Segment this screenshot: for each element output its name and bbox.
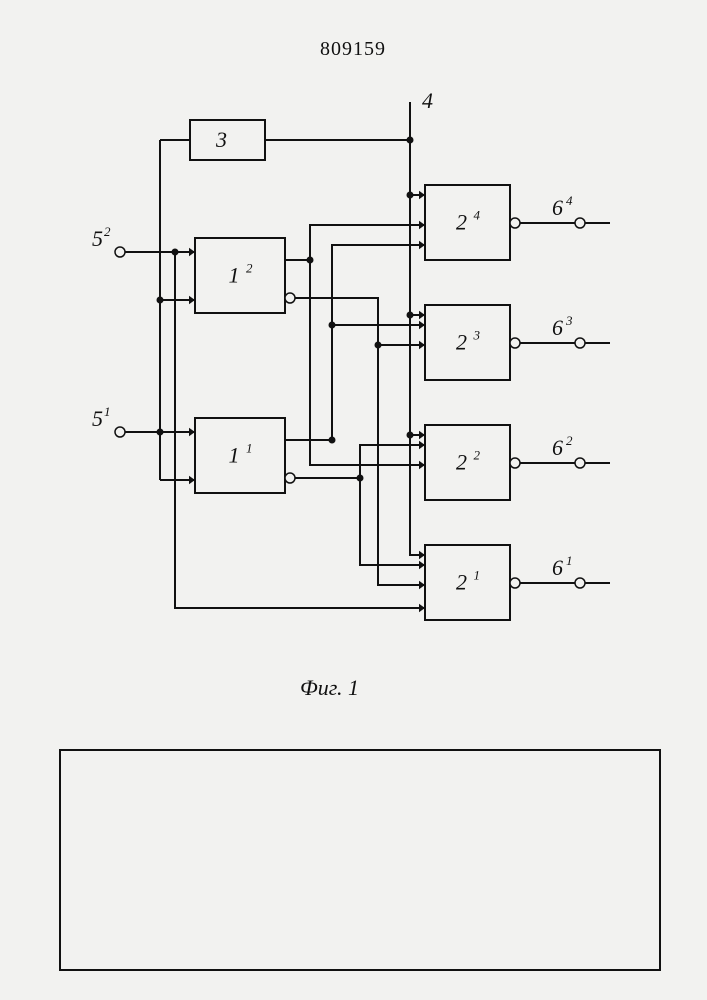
terminals: 5251464636261: [92, 88, 610, 588]
block-b12: [195, 238, 285, 313]
svg-text:6: 6: [552, 315, 563, 340]
svg-text:6: 6: [552, 195, 563, 220]
block-b3: [190, 120, 265, 160]
svg-text:5: 5: [92, 406, 103, 431]
svg-text:1: 1: [229, 263, 240, 288]
output-terminal: [575, 578, 585, 588]
svg-text:1: 1: [566, 553, 573, 568]
svg-text:1: 1: [246, 441, 253, 456]
block-b23: [425, 305, 510, 380]
input-terminal: [115, 427, 125, 437]
svg-text:1: 1: [474, 568, 481, 583]
svg-text:3: 3: [565, 313, 573, 328]
svg-text:2: 2: [456, 570, 467, 595]
svg-text:5: 5: [92, 226, 103, 251]
svg-text:2: 2: [456, 450, 467, 475]
block-b21: [425, 545, 510, 620]
circuit-diagram: 809159 3121124232221 5251464636261 Фиг. …: [0, 0, 707, 1000]
svg-text:6: 6: [552, 435, 563, 460]
svg-text:6: 6: [552, 555, 563, 580]
svg-text:3: 3: [215, 127, 227, 152]
block-b24: [425, 185, 510, 260]
output-terminal: [575, 218, 585, 228]
output-terminal: [575, 338, 585, 348]
svg-text:1: 1: [229, 443, 240, 468]
block-b11: [195, 418, 285, 493]
svg-text:4: 4: [474, 208, 481, 223]
svg-text:2: 2: [474, 448, 481, 463]
figure-label: Фиг. 1: [300, 675, 359, 700]
input-terminal: [115, 247, 125, 257]
boxes: 3121124232221: [190, 120, 520, 620]
svg-text:2: 2: [246, 261, 253, 276]
wires: [120, 102, 425, 612]
svg-text:4: 4: [422, 88, 433, 113]
block-b22: [425, 425, 510, 500]
bottom-frame: [60, 750, 660, 970]
output-terminal: [575, 458, 585, 468]
svg-text:2: 2: [456, 210, 467, 235]
svg-text:2: 2: [456, 330, 467, 355]
page-header: 809159: [320, 38, 386, 60]
svg-text:1: 1: [104, 404, 111, 419]
svg-text:2: 2: [566, 433, 573, 448]
svg-text:2: 2: [104, 224, 111, 239]
svg-text:3: 3: [473, 328, 481, 343]
svg-text:4: 4: [566, 193, 573, 208]
